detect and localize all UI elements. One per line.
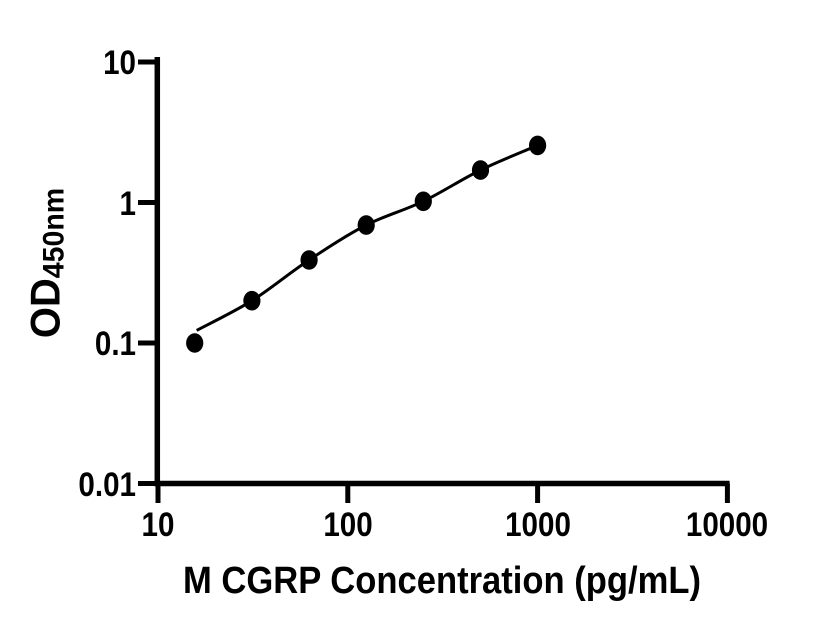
y-axis-title-subscript: 450nm [37,187,71,279]
data-point-marker [471,160,490,180]
data-point-marker [243,290,261,311]
data-point-marker [186,333,204,353]
y-tick-label: 1 [119,184,136,223]
data-point-marker [300,250,318,270]
y-axis-title-main: OD [21,278,69,339]
data-point-marker [529,135,547,156]
x-tick-label: 10 [141,506,175,544]
x-tick-label: 1000 [504,506,571,544]
data-point-marker [357,215,375,235]
y-tick-label: 0.01 [78,465,136,504]
y-tick-label: 0.1 [94,325,136,363]
x-tick-label: 100 [323,506,373,544]
data-point-marker [414,191,432,212]
y-tick-label: 10 [103,44,136,82]
x-tick-label: 10000 [686,506,769,544]
x-axis-title: M CGRP Concentration (pg/mL) [182,560,702,602]
y-axis-title: OD450nm [21,187,71,339]
